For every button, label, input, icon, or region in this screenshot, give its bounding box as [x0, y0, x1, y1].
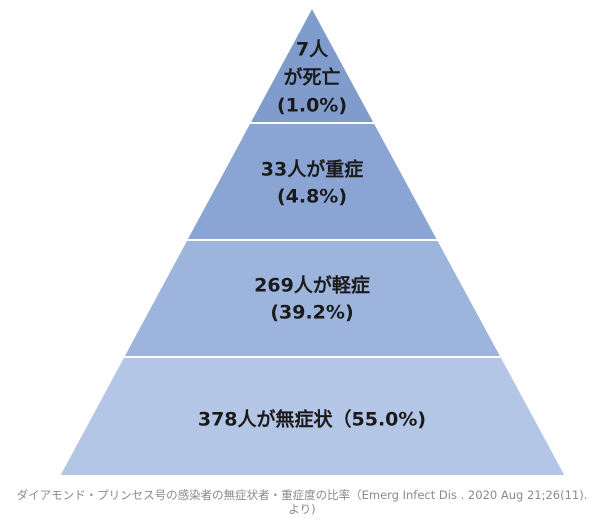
source-caption: ダイアモンド・プリンセス号の感染者の無症状者・重症度の比率（Emerg Infe…	[0, 488, 604, 516]
pyramid-tier-4: 378人が無症状（55.0%)	[57, 356, 568, 477]
pyramid-tier-3: 269人が軽症 (39.2%)	[121, 239, 504, 358]
pyramid-tier-2: 33人が重症 (4.8%)	[184, 122, 440, 241]
pyramid-tier-label: 378人が無症状（55.0%)	[198, 408, 426, 431]
pyramid-tier-label: 7人	[296, 39, 329, 61]
pyramid-tier-shape	[57, 356, 568, 477]
caption-line-2: より)	[288, 502, 316, 516]
pyramid-tier-shape	[184, 122, 440, 241]
pyramid-tier-label: 269人が軽症	[254, 274, 370, 297]
pyramid-tier-label: 33人が重症	[261, 158, 363, 181]
caption-line-1: ダイアモンド・プリンセス号の感染者の無症状者・重症度の比率（Emerg Infe…	[16, 488, 588, 502]
pyramid-tier-label: (39.2%)	[270, 302, 353, 324]
pyramid-tier-label: が死亡	[283, 66, 340, 89]
pyramid-tier-label: (1.0%)	[277, 95, 347, 117]
pyramid-tier-label: (4.8%)	[277, 186, 347, 208]
pyramid-tier-shape	[121, 239, 504, 358]
